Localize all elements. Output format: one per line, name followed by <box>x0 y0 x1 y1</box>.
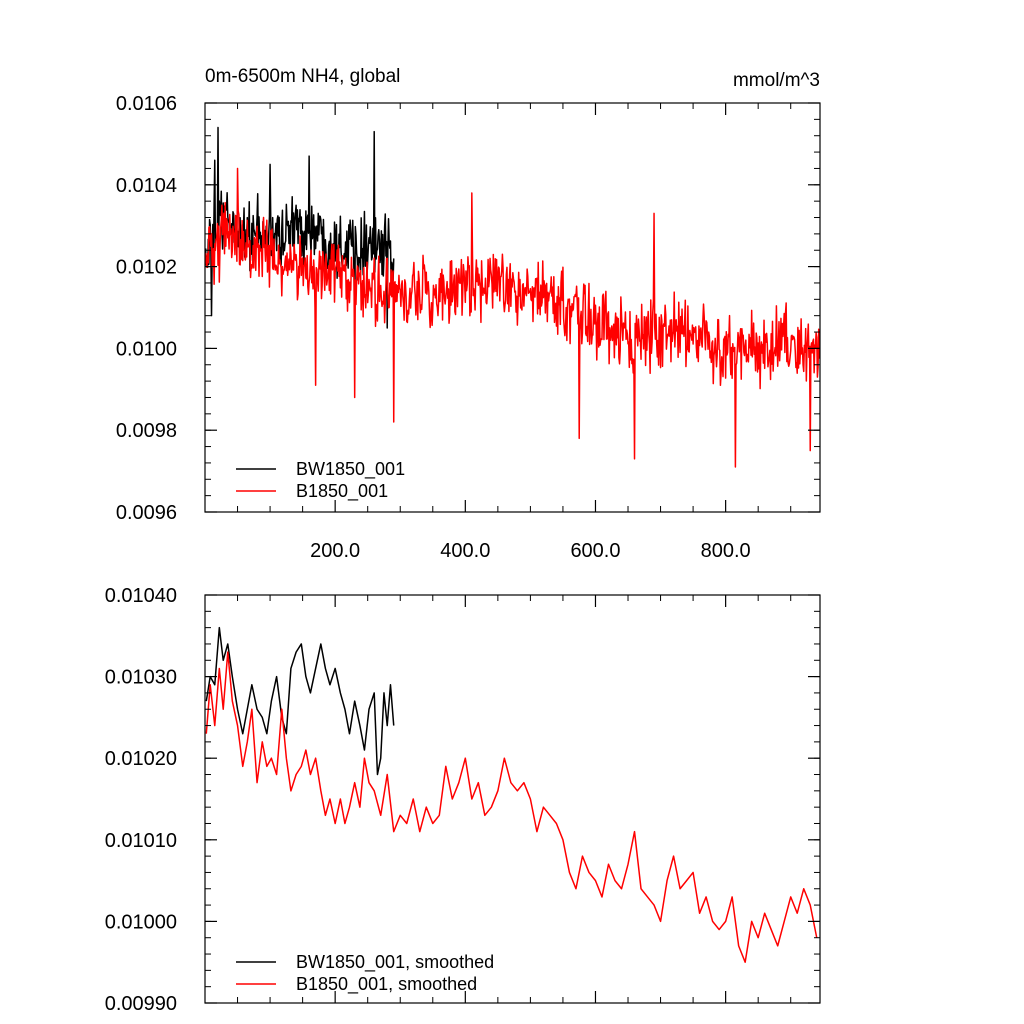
top-series-group <box>205 126 820 468</box>
bottom-legend-label: B1850_001, smoothed <box>296 974 477 995</box>
bottom-panel: 0.00990 0.01000 0.01010 0.01020 0.01030 0.010… <box>105 585 821 1015</box>
top-plot-frame <box>204 102 821 513</box>
bottom-series-line-bw1850-001-smoothed <box>205 626 395 776</box>
top-y-tick-label: 0.0106 <box>116 93 177 115</box>
top-panel: 0.0096 0.0098 0.0100 0.0102 0.0104 0.0106 200.… <box>116 93 821 562</box>
bottom-y-tick-label: 0.01000 <box>105 911 177 933</box>
units-label: mmol/m^3 <box>733 70 820 91</box>
top-y-tick-label: 0.0098 <box>116 420 177 442</box>
top-x-tick-label: 400.0 <box>440 540 490 562</box>
bottom-plot-frame <box>204 594 821 1004</box>
top-legend-label: B1850_001 <box>296 481 388 502</box>
top-x-tick-label: 200.0 <box>310 540 360 562</box>
bottom-series-line-b1850-001-smoothed <box>205 651 818 963</box>
bottom-y-tick-label: 0.01030 <box>105 667 177 689</box>
top-x-tick-label: 600.0 <box>570 540 620 562</box>
top-series-line-b1850-001 <box>205 167 820 468</box>
top-y-tick-label: 0.0104 <box>116 175 177 197</box>
bottom-y-tick-label: 0.01020 <box>105 748 177 770</box>
bottom-legend-label: BW1850_001, smoothed <box>296 952 494 973</box>
top-y-tick-label: 0.0102 <box>116 257 177 279</box>
top-legend-label: BW1850_001 <box>296 459 405 480</box>
bottom-y-tick-label: 0.01040 <box>105 585 177 607</box>
chart-title: 0m-6500m NH4, global <box>205 66 400 87</box>
top-y-tick-label: 0.0096 <box>116 502 177 524</box>
top-y-tick-label: 0.0100 <box>116 338 177 360</box>
bottom-y-tick-label: 0.00990 <box>105 993 177 1015</box>
top-x-tick-label: 800.0 <box>701 540 751 562</box>
bottom-y-tick-label: 0.01010 <box>105 830 177 852</box>
bottom-series-group <box>205 626 818 963</box>
